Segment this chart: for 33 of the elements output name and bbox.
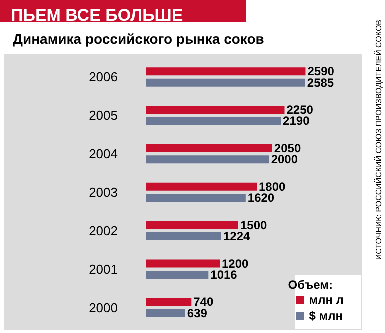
data-label: 1620 — [248, 191, 275, 206]
y-tick-label: 2004 — [89, 146, 118, 162]
data-label: 1800 — [259, 180, 286, 194]
bar — [146, 194, 246, 202]
bar — [146, 156, 270, 164]
bar — [146, 106, 285, 114]
data-label: 2000 — [271, 152, 298, 167]
y-tick-label: 2000 — [89, 300, 118, 316]
data-label: 1224 — [223, 230, 250, 244]
data-label: 1500 — [240, 218, 268, 232]
chart-title: ПЬЕМ ВСЕ БОЛЬШЕ — [11, 6, 184, 25]
bar — [146, 182, 257, 191]
bar — [146, 270, 209, 279]
bar — [146, 117, 282, 126]
bar — [146, 144, 272, 152]
legend-label: млн л — [309, 293, 344, 307]
bar — [146, 298, 192, 306]
y-tick-label: 2006 — [89, 70, 118, 85]
bar — [146, 260, 220, 268]
y-tick-label: 2001 — [89, 262, 118, 277]
bar — [146, 78, 306, 87]
text: ИСТОЧНИК: РОССИЙСКИЙ СОЮЗ ПРОИЗВОДИТЕЛЕЙ СОКОВ — [374, 20, 384, 260]
y-tick-label: 2003 — [89, 185, 118, 200]
bar — [146, 309, 186, 318]
chart-subtitle: Динамика российского рынка соков — [13, 31, 265, 47]
data-label: 2050 — [274, 141, 302, 156]
legend-title: Объем: — [288, 278, 334, 292]
bar — [146, 221, 238, 230]
bar — [146, 232, 222, 241]
bar — [146, 68, 306, 76]
legend-label: $ млн — [309, 309, 344, 323]
y-tick-label: 2002 — [89, 223, 118, 238]
y-tick-label: 2005 — [89, 108, 118, 124]
